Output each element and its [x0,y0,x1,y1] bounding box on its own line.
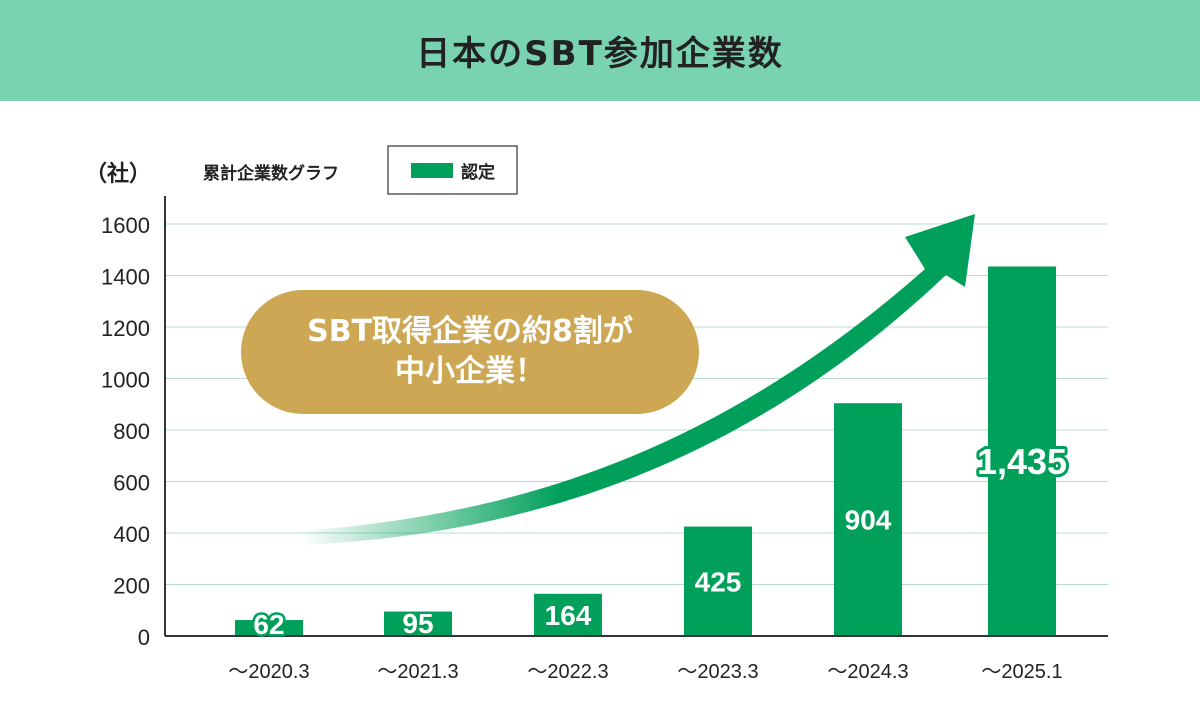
x-tick-label: ～2023.3 [677,661,758,683]
y-tick-label: 0 [138,625,150,650]
legend-swatch [411,163,453,178]
legend-title: 累計企業数グラフ [203,163,339,183]
y-tick-label: 400 [113,522,150,547]
legend-label: 認定 [461,162,495,182]
data-label: 425 [695,566,742,597]
callout-line-2: 中小企業！ [395,354,545,389]
data-label: 95 [402,608,433,639]
y-tick-label: 1600 [101,213,150,238]
y-tick-label: 800 [113,419,150,444]
bar [534,593,602,636]
bar [834,403,902,636]
x-tick-label: ～2025.1 [981,661,1062,683]
y-tick-label: 1200 [101,316,150,341]
y-tick-label: 1400 [101,265,150,290]
data-label: 904 [845,505,892,536]
x-tick-label: ～2021.3 [377,661,458,683]
bar [684,526,752,636]
bar [235,620,303,636]
y-unit-label: （社） [85,161,151,186]
bar [384,611,452,636]
callout-line-1: SBT取得企業の約8割が [307,314,633,349]
x-tick-label: ～2022.3 [527,661,608,683]
data-label: 1,435 [977,441,1067,482]
header-banner: 日本のSBT参加企業数 [0,0,1200,101]
x-tick-label: ～2024.3 [827,661,908,683]
page-title: 日本のSBT参加企業数 [416,34,784,74]
bar [988,266,1056,636]
y-tick-label: 600 [113,471,150,496]
y-tick-label: 1000 [101,368,150,393]
x-tick-label: ～2020.3 [228,661,309,683]
y-tick-label: 200 [113,574,150,599]
data-label: 62 [253,609,284,640]
data-label: 164 [545,600,592,631]
callout-bubble: SBT取得企業の約8割が 中小企業！ [241,290,699,414]
